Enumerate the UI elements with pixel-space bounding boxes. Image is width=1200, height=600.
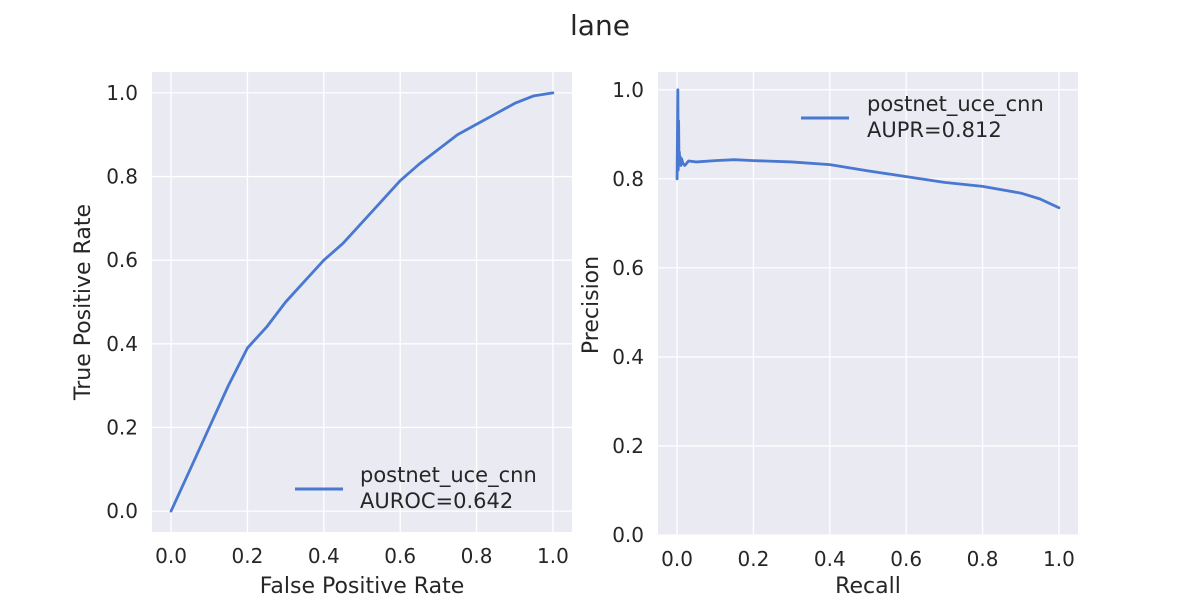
roc-x-tick-label: 0.2 — [232, 544, 264, 568]
roc-axes: 0.0 0.2 0.4 0.6 0.8 1.0 0.0 0.2 0.4 0.6 0.8 1.0 Fa… — [71, 72, 572, 599]
pr-series — [675, 88, 1061, 210]
roc-y-tick-label: 0.0 — [106, 499, 138, 523]
pr-x-axis-label: Recall — [835, 574, 901, 599]
roc-y-tick-labels: 0.0 0.2 0.4 0.6 0.8 1.0 — [106, 81, 138, 523]
roc-y-tick-label: 0.2 — [106, 415, 138, 439]
roc-y-tick-label: 0.6 — [106, 248, 138, 272]
roc-series-line — [169, 91, 555, 513]
pr-x-tick-label: 0.4 — [814, 547, 846, 571]
figure-title: lane — [570, 9, 630, 42]
pr-y-axis-label: Precision — [579, 256, 604, 354]
pr-x-tick-label: 0.2 — [738, 547, 770, 571]
roc-legend: postnet_uce_cnn AUROC=0.642 — [295, 463, 537, 513]
pr-y-tick-label: 0.2 — [612, 434, 644, 458]
pr-series-line — [675, 88, 1061, 210]
pr-legend-metric: AUPR=0.812 — [867, 118, 1002, 142]
pr-legend: postnet_uce_cnn AUPR=0.812 — [801, 92, 1044, 142]
roc-x-axis-label: False Positive Rate — [260, 574, 464, 599]
roc-x-tick-label: 0.8 — [461, 544, 493, 568]
pr-axes: 0.0 0.2 0.4 0.6 0.8 1.0 0.0 0.2 0.4 0.6 0.8 1.0 Re… — [579, 72, 1078, 599]
roc-x-tick-labels: 0.0 0.2 0.4 0.6 0.8 1.0 — [155, 544, 569, 568]
roc-y-tick-label: 0.4 — [106, 332, 138, 356]
pr-y-tick-label: 0.0 — [612, 523, 644, 547]
pr-x-tick-label: 1.0 — [1043, 547, 1075, 571]
pr-y-tick-label: 1.0 — [612, 78, 644, 102]
pr-y-tick-label: 0.4 — [612, 345, 644, 369]
roc-legend-metric: AUROC=0.642 — [360, 489, 513, 513]
roc-x-tick-label: 0.4 — [308, 544, 340, 568]
roc-x-tick-label: 1.0 — [537, 544, 569, 568]
pr-plot-area — [658, 72, 1078, 535]
pr-legend-series-name: postnet_uce_cnn — [867, 92, 1044, 117]
roc-x-tick-label: 0.0 — [155, 544, 187, 568]
roc-y-tick-label: 0.8 — [106, 165, 138, 189]
roc-series — [169, 91, 555, 513]
pr-y-tick-label: 0.8 — [612, 167, 644, 191]
roc-y-tick-label: 1.0 — [106, 81, 138, 105]
roc-grid — [152, 72, 572, 532]
pr-x-tick-label: 0.6 — [890, 547, 922, 571]
roc-plot-area — [152, 72, 572, 532]
pr-x-tick-labels: 0.0 0.2 0.4 0.6 0.8 1.0 — [661, 547, 1075, 571]
pr-x-tick-label: 0.0 — [661, 547, 693, 571]
pr-x-tick-label: 0.8 — [967, 547, 999, 571]
roc-x-tick-label: 0.6 — [384, 544, 416, 568]
pr-y-tick-labels: 0.0 0.2 0.4 0.6 0.8 1.0 — [612, 78, 644, 547]
roc-y-axis-label: True Positive Rate — [71, 204, 96, 401]
roc-legend-series-name: postnet_uce_cnn — [360, 463, 537, 488]
pr-y-tick-label: 0.6 — [612, 256, 644, 280]
